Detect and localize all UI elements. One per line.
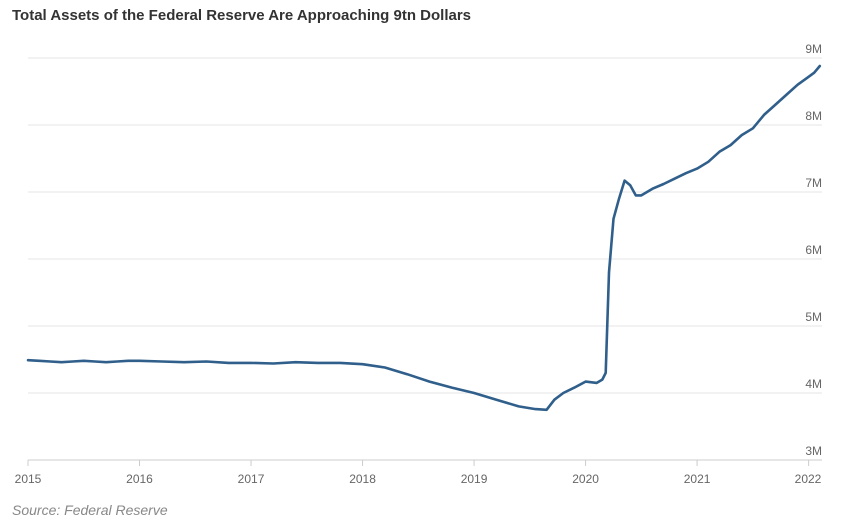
x-tick-label: 2021: [684, 472, 711, 486]
x-tick-label: 2016: [126, 472, 153, 486]
x-tick-label: 2015: [15, 472, 42, 486]
x-axis: 2015 2016 2017 2018 2019 2020 2021 2022: [15, 459, 822, 486]
x-tick-label: 2017: [238, 472, 265, 486]
y-tick-label: 5M: [805, 310, 822, 324]
chart-title: Total Assets of the Federal Reserve Are …: [12, 7, 472, 24]
y-axis-tick-labels: 3M 4M 5M 6M 7M 8M 9M: [805, 42, 822, 458]
y-tick-label: 7M: [805, 176, 822, 190]
source-note: Source: Federal Reserve: [12, 502, 168, 518]
x-tick-label: 2019: [461, 472, 488, 486]
y-tick-label: 9M: [805, 42, 822, 56]
x-tick-label: 2022: [795, 472, 822, 486]
y-tick-label: 8M: [805, 109, 822, 123]
x-tick-label: 2018: [349, 472, 376, 486]
y-tick-label: 3M: [805, 444, 822, 458]
total-assets-line: [26, 64, 822, 412]
y-tick-label: 6M: [805, 243, 822, 257]
y-tick-label: 4M: [805, 377, 822, 391]
gridlines: [28, 57, 822, 394]
x-tick-label: 2020: [572, 472, 599, 486]
